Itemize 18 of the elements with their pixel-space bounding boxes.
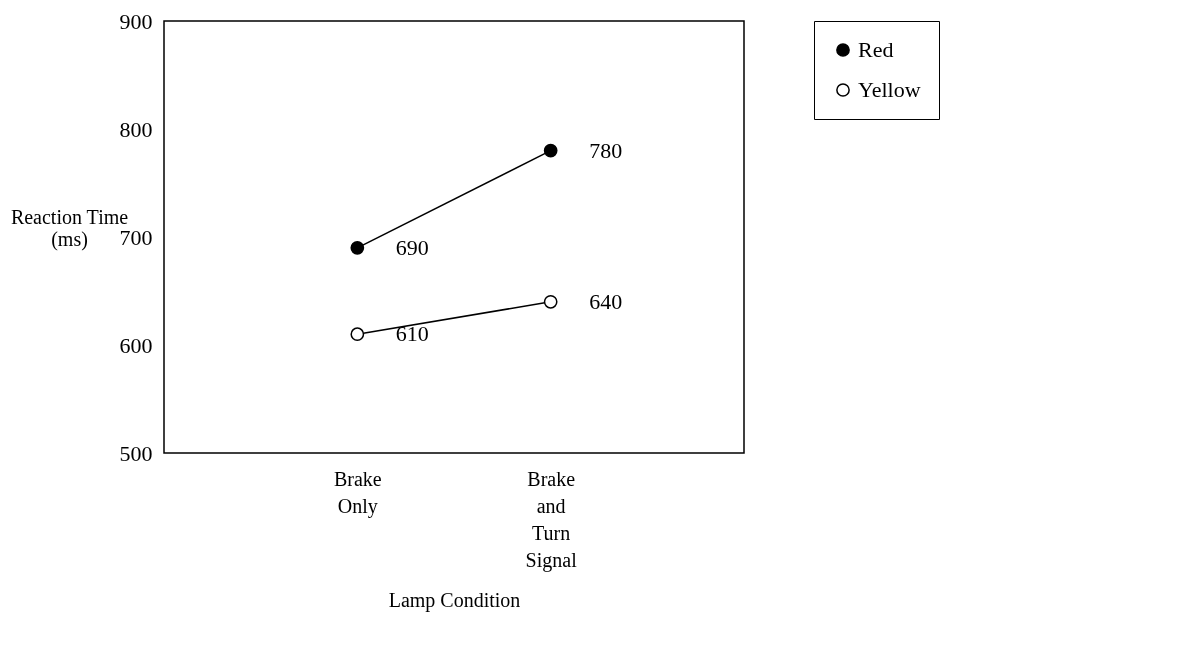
point: [543, 143, 558, 158]
y-tick-label: 700: [119, 224, 153, 250]
point: [350, 240, 365, 255]
point: [543, 294, 558, 309]
data-label: 780: [589, 137, 623, 163]
legend-label: Yellow: [858, 77, 921, 102]
y-tick-label: 500: [119, 440, 153, 466]
y-tick-label: 600: [119, 332, 153, 358]
x-axis-title: Lamp Condition: [388, 588, 521, 612]
data-label: 690: [395, 234, 429, 260]
x-tick-label: Brake Only: [333, 467, 382, 518]
x-tick-label: Brake and Turn Signal: [525, 467, 578, 572]
y-tick-label: 800: [119, 116, 153, 142]
data-label: 640: [589, 288, 623, 314]
point: [350, 327, 365, 342]
legend-label: Red: [858, 37, 894, 62]
y-tick-label: 900: [119, 8, 153, 34]
data-label: 610: [395, 321, 429, 347]
